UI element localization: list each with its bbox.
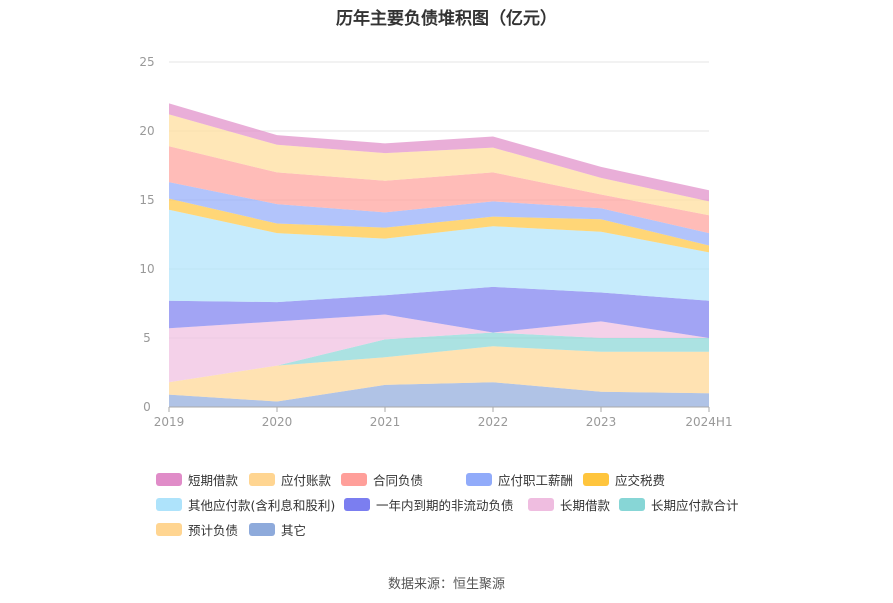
legend-label-4: 应交税费 [615, 473, 666, 488]
chart-title: 历年主要负债堆积图（亿元） [336, 9, 557, 29]
legend-item-7[interactable]: 长期借款 [528, 495, 610, 514]
legend-item-5[interactable]: 其他应付款(含利息和股利) [156, 495, 335, 514]
legend-swatch-6 [344, 498, 370, 511]
legend-item-10[interactable]: 其它 [249, 520, 306, 539]
legend-item-2[interactable]: 合同负债 [341, 470, 423, 489]
x-tick-label-2: 2021 [370, 415, 401, 429]
area-series-4 [169, 286, 709, 338]
legend-label-3: 应付职工薪酬 [498, 473, 574, 488]
y-tick-label-1: 5 [143, 331, 151, 345]
legend-swatch-9 [156, 523, 182, 536]
area-series-2 [169, 332, 709, 383]
legend-item-8[interactable]: 长期应付款合计 [619, 495, 739, 514]
area-series-3 [169, 314, 709, 383]
x-tick-label-4: 2023 [586, 415, 617, 429]
legend-swatch-8 [619, 498, 645, 511]
legend-swatch-4 [583, 473, 609, 486]
x-tick-label-0: 2019 [154, 415, 185, 429]
legend-swatch-7 [528, 498, 554, 511]
legend-label-7: 长期借款 [560, 498, 611, 513]
legend-item-4[interactable]: 应交税费 [583, 470, 665, 489]
legend-swatch-2 [341, 473, 367, 486]
legend-item-9[interactable]: 预计负债 [156, 520, 238, 539]
legend-item-6[interactable]: 一年内到期的非流动负债 [344, 495, 514, 514]
legend-label-10: 其它 [281, 523, 307, 538]
y-tick-label-3: 15 [139, 193, 154, 207]
y-tick-label-5: 25 [139, 55, 154, 69]
legend-swatch-3 [466, 473, 492, 486]
legend-label-8: 长期应付款合计 [651, 498, 739, 513]
legend-label-6: 一年内到期的非流动负债 [376, 498, 514, 513]
x-tick-label-3: 2022 [478, 415, 509, 429]
y-tick-label-4: 20 [139, 124, 154, 138]
area-series-1 [169, 346, 709, 402]
y-tick-label-0: 0 [143, 400, 151, 414]
legend-label-9: 预计负债 [188, 523, 239, 538]
area-series-7 [169, 182, 709, 246]
legend-item-0[interactable]: 短期借款 [156, 470, 238, 489]
y-tick-label-2: 10 [139, 262, 154, 276]
area-series-0 [169, 382, 709, 407]
legend-label-5: 其他应付款(含利息和股利) [188, 498, 336, 513]
x-tick-label-1: 2020 [262, 415, 293, 429]
legend-swatch-5 [156, 498, 182, 511]
legend-item-1[interactable]: 应付账款 [249, 470, 331, 489]
legend-swatch-1 [249, 473, 275, 486]
area-series-6 [169, 198, 709, 253]
data-source-note: 数据来源：恒生聚源 [387, 577, 505, 592]
area-series-8 [169, 146, 709, 234]
legend-label-0: 短期借款 [188, 473, 239, 488]
area-series-5 [169, 209, 709, 303]
legend-label-1: 应付账款 [281, 473, 332, 488]
area-series-9 [169, 114, 709, 216]
legend-label-2: 合同负债 [373, 473, 424, 488]
x-tick-label-5: 2024H1 [685, 415, 732, 429]
legend-item-3[interactable]: 应付职工薪酬 [466, 470, 573, 489]
legend-swatch-0 [156, 473, 182, 486]
legend-swatch-10 [249, 523, 275, 536]
